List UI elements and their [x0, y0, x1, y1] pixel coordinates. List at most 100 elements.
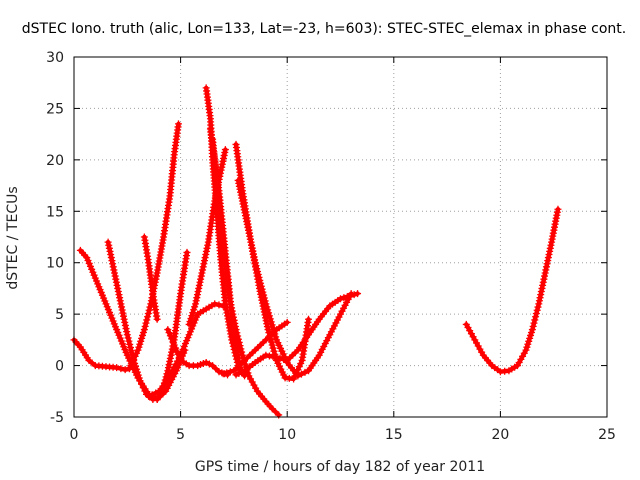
data-marker: [165, 329, 173, 337]
data-marker: [139, 384, 147, 392]
data-marker: [532, 310, 540, 317]
data-point: [123, 331, 131, 339]
y-tick-label: 0: [55, 359, 64, 375]
data-point: [262, 351, 270, 359]
data-marker: [223, 369, 231, 377]
data-point: [221, 146, 229, 154]
data-marker: [534, 303, 542, 311]
series-line: [235, 178, 354, 379]
data-point: [305, 315, 313, 323]
series-track: [104, 238, 157, 404]
series-track: [76, 246, 189, 404]
data-marker: [148, 391, 156, 399]
data-point: [264, 326, 272, 334]
series-track: [219, 318, 291, 378]
data-marker: [234, 335, 242, 343]
data-marker: [267, 318, 275, 326]
x-axis-label: GPS time / hours of day 182 of year 2011: [195, 459, 485, 475]
data-marker: [531, 316, 539, 324]
series-track: [462, 205, 562, 376]
data-point: [209, 362, 217, 370]
data-marker: [144, 313, 152, 321]
data-marker: [265, 309, 273, 317]
data-marker: [266, 315, 274, 323]
data-marker: [268, 321, 276, 329]
x-tick-label: 20: [491, 427, 509, 443]
data-marker: [267, 338, 275, 346]
x-tick-label: 25: [598, 427, 616, 443]
data-point: [354, 290, 362, 298]
data-marker: [295, 363, 303, 371]
chart-title: dSTEC Iono. truth (alic, Lon=133, Lat=-2…: [22, 21, 626, 37]
data-marker: [272, 333, 280, 341]
data-point: [202, 358, 210, 366]
data-point: [174, 120, 182, 128]
axis-ticks: 0 5 10 15 20 25 -5 0 5 10 15 20 25 30: [46, 50, 616, 443]
data-point: [125, 365, 133, 373]
data-marker: [173, 347, 181, 355]
data-point: [113, 364, 121, 372]
data-marker: [145, 306, 153, 314]
data-marker: [271, 408, 279, 416]
data-point: [290, 375, 298, 383]
data-marker: [276, 354, 284, 362]
data-marker: [340, 294, 348, 302]
y-tick-label: 5: [55, 307, 64, 323]
data-marker: [233, 329, 241, 337]
data-marker: [343, 293, 351, 301]
data-marker: [269, 344, 277, 352]
data-point: [528, 326, 536, 334]
data-marker: [141, 322, 149, 330]
data-marker: [265, 312, 273, 320]
data-marker: [127, 347, 135, 355]
data-series: [70, 84, 562, 419]
data-point: [283, 318, 291, 326]
data-marker: [270, 347, 278, 355]
data-marker: [127, 362, 135, 370]
data-marker: [126, 340, 134, 348]
data-marker: [280, 355, 288, 363]
data-marker: [142, 319, 150, 327]
data-marker: [138, 380, 146, 388]
data-marker: [117, 365, 125, 373]
data-point: [153, 315, 161, 323]
data-marker: [128, 358, 136, 366]
data-marker: [205, 360, 213, 368]
data-point: [183, 248, 191, 256]
series-track: [209, 135, 283, 419]
data-marker: [530, 319, 538, 327]
data-point: [337, 295, 344, 303]
data-marker: [125, 337, 133, 345]
data-marker: [264, 306, 272, 314]
x-tick-label: 10: [278, 427, 296, 443]
data-marker: [130, 355, 138, 363]
x-tick-label: 15: [385, 427, 403, 443]
series-track: [232, 290, 362, 379]
data-marker: [533, 306, 541, 314]
data-point: [268, 405, 276, 413]
data-point: [170, 341, 178, 349]
data-marker: [126, 344, 134, 352]
data-marker: [532, 313, 540, 321]
data-marker: [236, 342, 244, 350]
data-marker: [301, 368, 309, 376]
data-marker: [265, 352, 273, 360]
y-tick-label: 30: [46, 50, 64, 66]
data-marker: [235, 338, 243, 346]
data-marker: [297, 370, 305, 378]
data-marker: [131, 352, 139, 360]
data-marker: [144, 310, 152, 317]
data-marker: [237, 345, 245, 353]
data-marker: [268, 341, 276, 349]
y-tick-label: 15: [46, 204, 64, 220]
data-marker: [146, 303, 154, 311]
x-tick-label: 0: [70, 427, 79, 443]
series-track: [234, 176, 355, 380]
y-tick-label: 25: [46, 101, 64, 117]
grid-lines: [74, 57, 607, 417]
data-marker: [133, 349, 141, 357]
data-marker: [166, 332, 174, 340]
data-point: [153, 396, 161, 404]
y-tick-label: -5: [50, 410, 64, 426]
data-marker: [171, 344, 179, 352]
